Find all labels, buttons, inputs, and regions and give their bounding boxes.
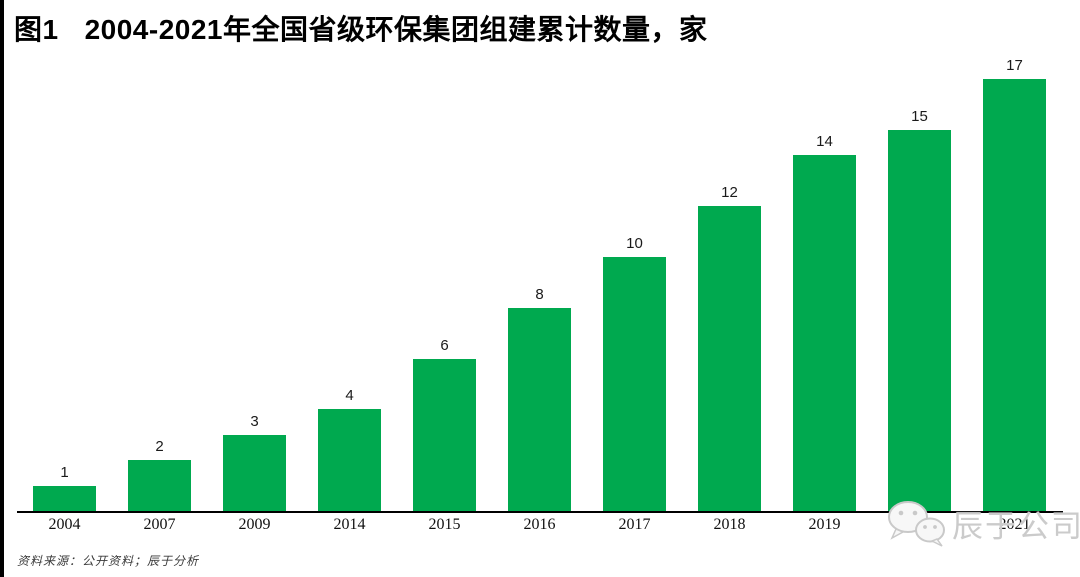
x-axis-label: 2018 (713, 516, 746, 533)
watermark: 辰于公司 (886, 497, 1080, 549)
bar-value-label: 6 (440, 337, 449, 354)
x-axis-label: 2016 (523, 516, 556, 533)
x-axis-label: 2009 (238, 516, 271, 533)
bar-value-label: 1 (60, 464, 69, 481)
x-axis-label: 2015 (428, 516, 461, 533)
bar-2017 (603, 257, 666, 511)
bar-value-label: 10 (626, 235, 643, 252)
x-axis-label: 2004 (48, 516, 81, 533)
bar-2019 (793, 155, 856, 511)
bar-value-label: 14 (816, 133, 833, 150)
bar-2014 (318, 409, 381, 511)
bar-value-label: 3 (250, 413, 259, 430)
source-note: 资料来源：公开资料；辰于分析 (17, 554, 200, 568)
bar-value-label: 17 (1006, 57, 1023, 74)
figure-number: 图1 (14, 14, 59, 45)
bar-2007 (128, 460, 191, 511)
chart-title: 图1 2004-2021年全国省级环保集团组建累计数量，家 (14, 8, 707, 48)
wechat-icon (888, 501, 945, 547)
x-axis-label: 2019 (808, 516, 841, 533)
bar-2016 (508, 308, 571, 511)
left-border-rule (0, 0, 4, 577)
bar-chart: 1 2004 2 2007 3 2009 4 2014 6 2015 8 2016 10 2017 12 20… (17, 56, 1063, 533)
bar-2009 (223, 435, 286, 511)
bar-value-label: 12 (721, 184, 738, 201)
x-axis-label: 2021 (998, 516, 1031, 533)
bar-2020 (888, 130, 951, 511)
bar-value-label: 8 (535, 286, 544, 303)
bar-2004 (33, 486, 96, 511)
bar-2018 (698, 206, 761, 511)
x-axis-label: 2017 (618, 516, 651, 533)
x-axis-label: 2007 (143, 516, 176, 533)
bar-2015 (413, 359, 476, 511)
x-axis-label: 2014 (333, 516, 366, 533)
chart-title-text: 2004-2021年全国省级环保集团组建累计数量，家 (84, 14, 708, 45)
bar-value-label: 15 (911, 108, 928, 125)
watermark-company-name: 辰于公司 (952, 508, 1080, 544)
bar-value-label: 4 (345, 387, 354, 404)
bar-value-label: 2 (155, 438, 164, 455)
bar-2021 (983, 79, 1046, 511)
